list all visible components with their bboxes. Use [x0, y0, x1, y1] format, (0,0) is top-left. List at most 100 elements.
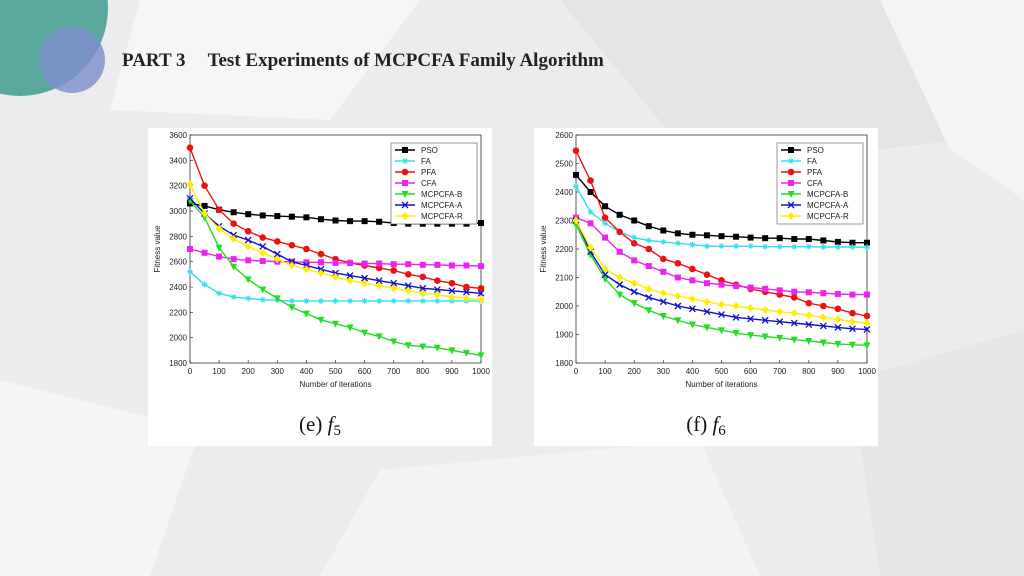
data-point [244, 227, 252, 235]
data-point [660, 255, 667, 263]
data-point [404, 286, 412, 295]
data-point [390, 267, 397, 274]
data-point [761, 333, 769, 341]
data-point [747, 284, 754, 291]
data-point [849, 309, 856, 317]
data-point [390, 297, 397, 304]
data-point [747, 303, 755, 312]
data-point [747, 332, 755, 340]
data-point [689, 231, 696, 238]
data-point [616, 291, 624, 299]
data-point [361, 329, 369, 337]
data-point [419, 284, 427, 292]
legend-label: MCPCFA-R [421, 212, 463, 221]
data-point [244, 236, 252, 244]
data-point [462, 349, 470, 357]
chart-caption: (e) f5 [299, 412, 341, 439]
y-tick-label: 3200 [169, 182, 187, 191]
data-point [376, 218, 383, 225]
data-point [863, 342, 871, 350]
data-point [186, 180, 194, 189]
data-point [419, 273, 427, 281]
data-point [791, 243, 798, 250]
data-point [259, 243, 267, 250]
data-point [616, 211, 623, 218]
data-point [660, 268, 667, 275]
data-point [776, 318, 784, 326]
data-point [273, 250, 281, 258]
data-point [187, 268, 193, 275]
data-point [448, 293, 456, 302]
data-point [186, 144, 194, 151]
x-tick-label: 600 [358, 367, 372, 376]
data-point [645, 263, 652, 270]
data-point [419, 343, 427, 351]
legend-marker [788, 158, 794, 164]
data-point [216, 253, 223, 260]
chart-caption: (f) f6 [686, 412, 726, 439]
data-point [419, 289, 427, 298]
legend-label: CFA [421, 179, 437, 188]
data-point [405, 261, 412, 268]
legend-marker [787, 212, 795, 220]
data-point [347, 259, 354, 266]
x-tick-label: 300 [271, 367, 285, 376]
data-point [259, 248, 267, 257]
data-point [660, 227, 667, 234]
data-point [703, 297, 711, 306]
data-point [216, 290, 223, 297]
data-point [462, 294, 470, 303]
data-point [317, 316, 325, 324]
data-point [288, 213, 295, 220]
data-point [361, 297, 368, 304]
data-point [303, 297, 310, 304]
data-point [776, 287, 783, 294]
data-point [674, 292, 682, 301]
data-point [602, 234, 609, 241]
data-point [587, 189, 594, 195]
data-point [834, 238, 841, 245]
legend-label: MCPCFA-B [807, 190, 848, 199]
data-point [659, 312, 667, 320]
data-point [463, 283, 470, 291]
y-tick-label: 3400 [169, 156, 187, 165]
data-point [688, 305, 696, 313]
data-point [332, 217, 339, 224]
data-point [434, 297, 441, 304]
data-point [805, 289, 812, 296]
data-point [230, 220, 237, 227]
data-point [689, 241, 696, 248]
data-point [404, 271, 412, 278]
data-point [630, 288, 638, 296]
data-point [215, 224, 223, 233]
data-point [747, 243, 754, 250]
data-point [848, 317, 856, 326]
data-point [790, 336, 798, 344]
y-tick-label: 2100 [555, 274, 573, 283]
data-point [317, 250, 325, 258]
data-point [761, 305, 769, 314]
data-point [849, 239, 856, 246]
data-point [733, 283, 740, 290]
data-point [805, 236, 812, 243]
data-point [346, 272, 354, 280]
data-point [390, 261, 397, 268]
legend-label: PFA [421, 168, 437, 177]
data-point [834, 291, 841, 298]
data-point [733, 233, 740, 240]
data-point [419, 297, 426, 304]
data-point [259, 234, 267, 241]
slide-title: Test Experiments of MCPCFA Family Algori… [207, 50, 604, 71]
data-point [375, 281, 383, 290]
data-point [790, 319, 798, 327]
legend-label: MCPCFA-B [421, 190, 462, 199]
data-point [390, 279, 398, 287]
data-point [747, 315, 755, 323]
data-point [448, 279, 456, 287]
data-point [762, 235, 769, 242]
y-tick-label: 2400 [169, 283, 187, 292]
data-point [732, 313, 740, 321]
data-point [572, 216, 580, 225]
part-label: PART 3 [122, 50, 186, 71]
legend-marker [787, 191, 795, 198]
